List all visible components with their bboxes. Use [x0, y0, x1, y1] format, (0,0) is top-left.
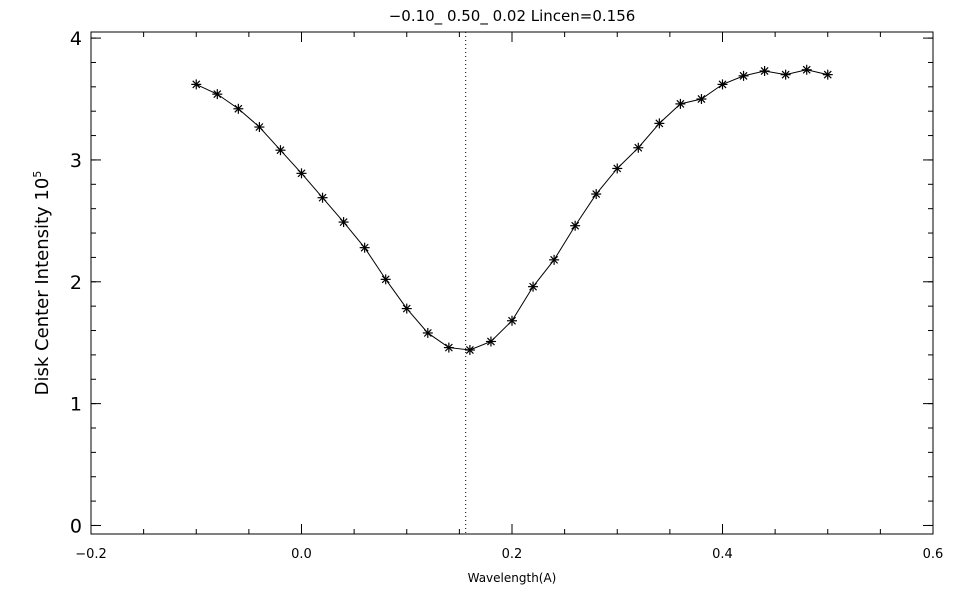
data-point-stroke — [655, 119, 664, 128]
data-point — [633, 142, 644, 153]
data-point — [464, 345, 475, 356]
chart-title: −0.10_ 0.50_ 0.02 Lincen=0.156 — [389, 7, 636, 26]
intensity-profile-line — [196, 69, 828, 351]
data-point — [380, 274, 391, 285]
data-point — [717, 79, 728, 90]
data-point-stroke — [192, 80, 201, 89]
data-point-stroke — [634, 143, 643, 152]
data-point-stroke — [781, 70, 790, 79]
data-point-stroke — [550, 255, 559, 264]
data-point-stroke — [339, 218, 348, 227]
data-point-stroke — [529, 282, 538, 291]
x-tick-label: 0.6 — [923, 547, 944, 562]
data-point — [549, 254, 560, 265]
y-tick-label: 2 — [70, 272, 82, 294]
data-point — [528, 281, 539, 292]
data-point — [612, 163, 623, 174]
data-point — [759, 65, 770, 76]
plot-frame — [90, 31, 934, 535]
data-point-stroke — [423, 328, 432, 337]
data-point-stroke — [571, 221, 580, 230]
data-point-stroke — [318, 193, 327, 202]
data-point-stroke — [508, 316, 516, 325]
data-point-stroke — [486, 337, 495, 346]
x-axis-label: Wavelength(A) — [468, 571, 557, 585]
data-point-stroke — [297, 169, 306, 178]
data-point-stroke — [402, 304, 411, 313]
data-point — [696, 94, 707, 105]
data-point-stroke — [465, 346, 474, 354]
minor-ticks — [90, 32, 934, 534]
data-point-stroke — [697, 95, 706, 103]
y-tick-label: 4 — [70, 28, 82, 50]
data-point-stroke — [613, 164, 622, 173]
major-ticks — [90, 32, 934, 534]
y-axis-label-group: Disk Center Intensity 105 — [31, 171, 53, 396]
data-point — [507, 315, 517, 326]
data-point — [675, 98, 686, 109]
data-point-stroke — [676, 99, 685, 108]
data-point-stroke — [739, 71, 748, 80]
data-point — [591, 189, 602, 200]
data-point-stroke — [234, 104, 243, 113]
data-point-stroke — [381, 275, 390, 284]
data-point — [275, 145, 286, 156]
y-tick-label: 3 — [70, 150, 82, 172]
data-point-stroke — [276, 146, 285, 155]
data-point-stroke — [360, 243, 369, 252]
data-point — [212, 89, 223, 100]
x-tick-label: 0.4 — [712, 547, 733, 562]
data-point-stroke — [213, 90, 222, 99]
data-point-stroke — [592, 190, 601, 199]
data-point — [654, 118, 665, 129]
data-point — [338, 217, 349, 228]
data-point — [801, 64, 812, 75]
x-tick-label: 0.2 — [502, 547, 523, 562]
data-point-stroke — [255, 123, 264, 131]
data-point-stroke — [802, 65, 811, 74]
y-tick-label: 0 — [70, 515, 82, 537]
data-point-stroke — [760, 67, 769, 75]
data-point — [485, 336, 496, 347]
y-axis-label: Disk Center Intensity 105 — [31, 171, 53, 396]
data-point-stroke — [823, 70, 832, 79]
data-point — [570, 220, 581, 231]
data-point — [233, 103, 244, 114]
x-tick-labels: −0.2 0.0 0.2 0.4 0.6 — [75, 547, 943, 562]
data-point-stroke — [718, 80, 727, 89]
y-tick-label: 1 — [70, 394, 82, 416]
data-point — [191, 79, 202, 90]
data-point — [401, 303, 412, 314]
x-tick-label: −0.2 — [75, 547, 107, 562]
data-point — [254, 122, 265, 133]
y-axis-label-exponent: 5 — [31, 171, 44, 178]
data-point — [822, 69, 833, 80]
data-point-stroke — [444, 343, 453, 352]
x-tick-label: 0.0 — [291, 547, 312, 562]
y-tick-labels: 0 1 2 3 4 — [70, 28, 82, 537]
data-point — [422, 327, 433, 338]
data-point — [359, 242, 370, 253]
y-axis-label-text: Disk Center Intensity 10 — [32, 178, 53, 396]
data-point — [443, 342, 454, 353]
data-point — [738, 70, 749, 81]
data-point — [296, 168, 307, 179]
data-point — [780, 69, 791, 80]
data-markers — [191, 64, 833, 356]
data-point — [317, 192, 328, 203]
